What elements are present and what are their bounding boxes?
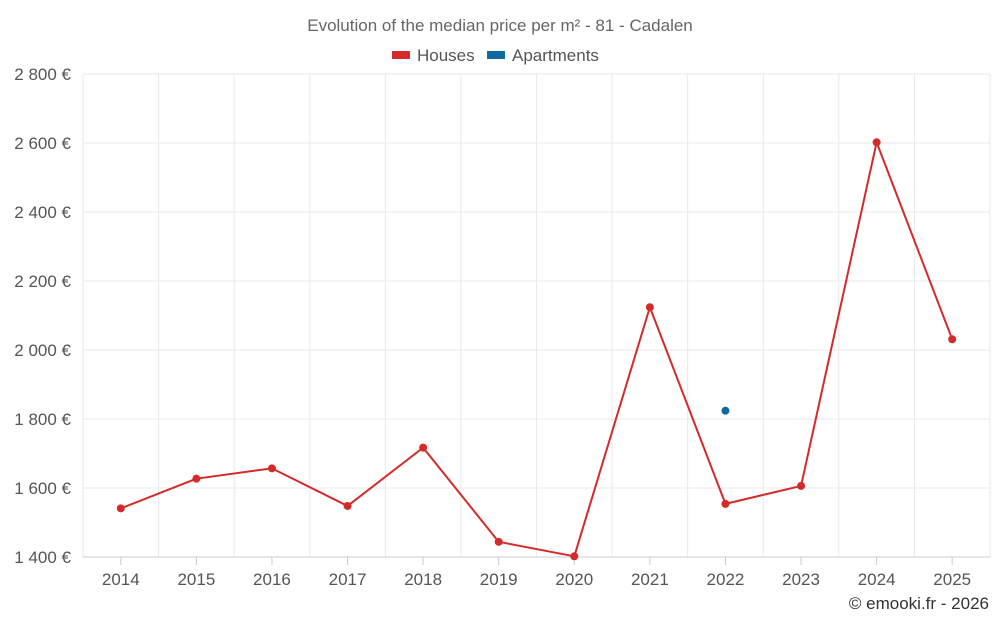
credit: © emooki.fr - 2026 [849, 594, 989, 613]
legend-label-houses[interactable]: Houses [417, 46, 475, 65]
series-line-houses [120, 141, 954, 558]
x-tick-label: 2014 [102, 570, 140, 589]
x-tick-label: 2018 [404, 570, 442, 589]
data-point-houses[interactable] [494, 537, 503, 546]
y-tick-label: 1 800 € [14, 410, 71, 429]
x-tick-label: 2025 [933, 570, 971, 589]
data-point-houses[interactable] [419, 443, 428, 452]
x-tick-label: 2024 [858, 570, 896, 589]
legend-swatch-houses [392, 51, 410, 59]
x-tick-label: 2017 [329, 570, 367, 589]
y-tick-label: 2 200 € [14, 272, 71, 291]
data-point-houses[interactable] [267, 464, 276, 473]
data-point-houses[interactable] [645, 303, 654, 312]
y-axis: 1 400 € 1 600 € 1 800 € 2 000 € 2 200 € 2 400… [14, 65, 71, 567]
data-point-houses[interactable] [343, 501, 352, 510]
grid [82, 73, 991, 558]
x-tick-label: 2021 [631, 570, 669, 589]
x-axis: 2014 2015 2016 2017 2018 2019 2020 2021 2022 2023… [83, 556, 990, 589]
x-tick-label: 2019 [480, 570, 518, 589]
x-tick-label: 2015 [177, 570, 215, 589]
x-tick-label: 2020 [555, 570, 593, 589]
legend-swatch-apartments [487, 51, 505, 59]
x-tick-label: 2022 [707, 570, 745, 589]
y-tick-label: 2 000 € [14, 341, 71, 360]
data-point-apartments[interactable] [721, 406, 730, 415]
y-tick-label: 1 600 € [14, 479, 71, 498]
y-tick-label: 2 400 € [14, 203, 71, 222]
series [116, 138, 957, 561]
legend: Houses Apartments [392, 46, 599, 65]
legend-label-apartments[interactable]: Apartments [512, 46, 599, 65]
data-point-houses[interactable] [116, 504, 125, 513]
x-tick-label: 2016 [253, 570, 291, 589]
y-tick-label: 1 400 € [14, 548, 71, 567]
data-point-houses[interactable] [192, 474, 201, 483]
data-point-houses[interactable] [721, 499, 730, 508]
data-point-houses[interactable] [948, 335, 957, 344]
y-tick-label: 2 800 € [14, 65, 71, 84]
data-point-houses[interactable] [797, 481, 806, 490]
data-point-houses[interactable] [872, 138, 881, 147]
y-tick-label: 2 600 € [14, 134, 71, 153]
data-point-houses[interactable] [570, 552, 579, 561]
x-tick-label: 2023 [782, 570, 820, 589]
chart-title: Evolution of the median price per m² - 8… [307, 16, 693, 35]
